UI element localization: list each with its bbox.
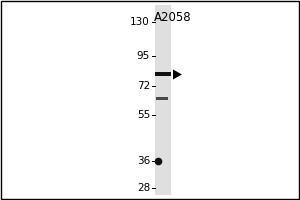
Text: 28: 28	[137, 183, 150, 193]
Bar	[156, 97, 168, 100]
Text: A2058: A2058	[154, 11, 192, 24]
Text: 55: 55	[137, 110, 150, 120]
Text: 95: 95	[137, 51, 150, 61]
Text: 72: 72	[137, 81, 150, 91]
Polygon shape	[173, 69, 182, 79]
Bar	[155, 72, 171, 76]
Bar	[157, 5, 169, 195]
Text: 130: 130	[130, 17, 150, 27]
Bar	[155, 5, 171, 195]
Text: 36: 36	[137, 156, 150, 166]
